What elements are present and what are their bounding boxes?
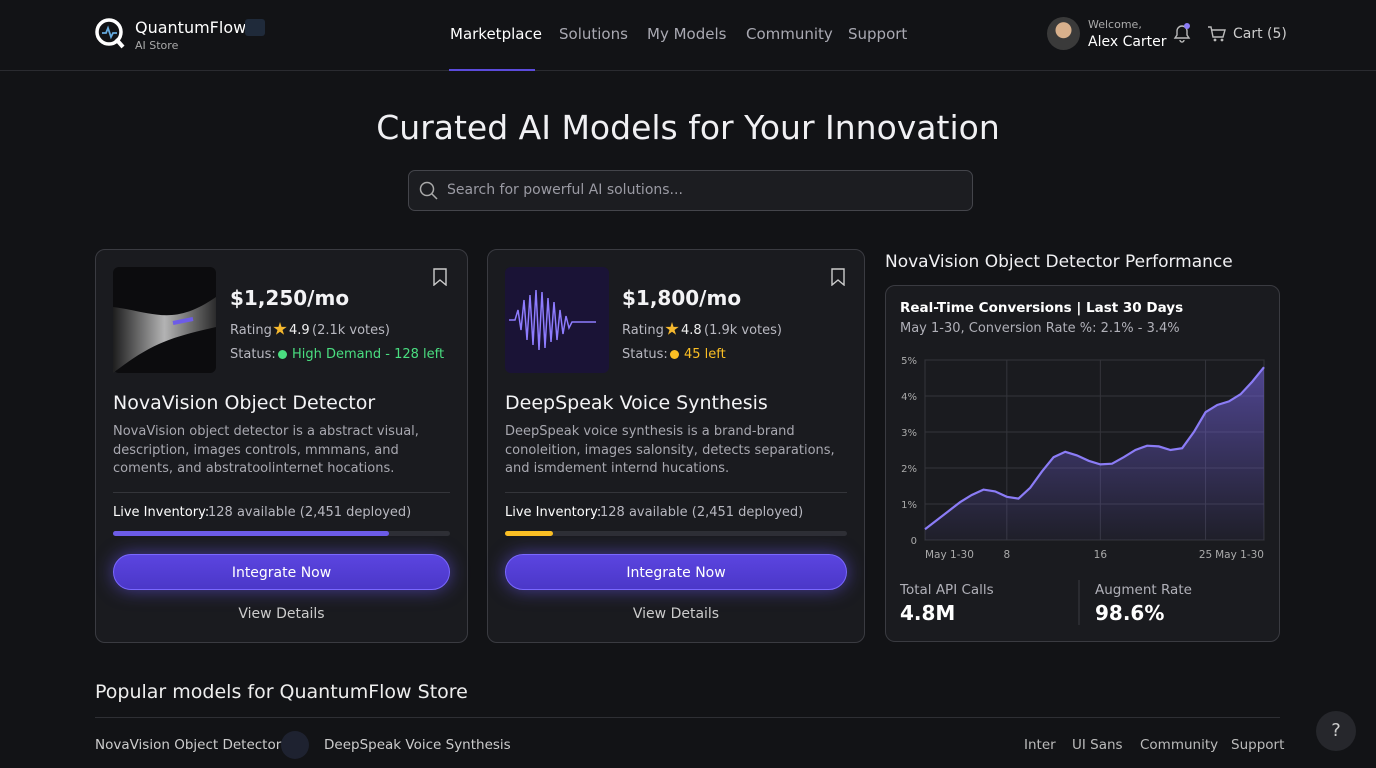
user-name[interactable]: Alex Carter [1088, 34, 1167, 50]
y-tick-label: 5% [901, 356, 917, 367]
rating-label: Rating [622, 323, 664, 338]
rating: 4.8 [681, 323, 702, 338]
cart[interactable]: Cart (5) [1233, 26, 1287, 42]
divider [113, 492, 450, 493]
votes: (1.9k votes) [704, 323, 782, 338]
chart-title: NovaVision Object Detector Performance [885, 252, 1233, 272]
chart-note: May 1-30, Conversion Rate %: 2.1% - 3.4% [900, 321, 1180, 336]
footer-divider [95, 717, 1280, 718]
nav-link[interactable]: Community [746, 25, 833, 43]
view-details[interactable]: View Details [238, 606, 325, 622]
progress-track [505, 531, 847, 536]
rating-label: Rating [230, 323, 272, 338]
chart: Real-Time Conversions | Last 30 Days May… [899, 300, 1265, 625]
footer-item[interactable]: DeepSpeak Voice Synthesis [324, 737, 511, 753]
bookmark-icon[interactable] [830, 268, 846, 286]
cart-icon[interactable] [1207, 25, 1227, 43]
x-tick-label: 25 [1199, 549, 1212, 561]
status: 45 left [684, 347, 726, 362]
progress-fill [113, 531, 390, 536]
search-icon [419, 181, 438, 200]
integrate-button[interactable]: Integrate Now [113, 554, 450, 590]
footer-link[interactable]: UI Sans [1072, 737, 1123, 753]
price: $1,800/mo [622, 286, 742, 310]
description: NovaVision object detector is a abstract… [113, 424, 419, 476]
y-tick-label: 4% [901, 392, 917, 403]
y-tick-label: 3% [901, 428, 917, 439]
y-tick-label: 0 [911, 536, 917, 547]
welcome: Welcome, [1088, 18, 1142, 31]
bell-icon[interactable] [1172, 22, 1192, 44]
logo [95, 18, 125, 49]
stat-label: Augment Rate [1095, 582, 1192, 598]
stat-label: Total API Calls [899, 582, 994, 598]
rating: 4.9 [289, 323, 310, 338]
view-details[interactable]: View Details [632, 606, 720, 622]
status-label: Status: [230, 347, 276, 362]
hero-title: Curated AI Models for Your Innovation [376, 108, 1000, 147]
nav-link[interactable]: My Models [647, 25, 727, 43]
brand-badge [245, 19, 265, 36]
brand: QuantumFlow [135, 18, 247, 37]
footer-link[interactable]: Community [1140, 737, 1219, 753]
footer-link[interactable]: Support [1231, 737, 1285, 753]
nav-indicator [449, 69, 535, 71]
footer-icon [281, 731, 309, 759]
footer-item[interactable]: NovaVision Object Detector [95, 737, 282, 753]
status-label: Status: [622, 347, 668, 362]
area [925, 367, 1264, 540]
chart-subtitle: Real-Time Conversions | Last 30 Days [900, 300, 1183, 316]
divider [505, 492, 847, 493]
bookmark-icon[interactable] [432, 268, 448, 286]
y-tick-label: 1% [901, 500, 917, 511]
x-tick-label: May 1-30 [925, 549, 974, 561]
status-dot [670, 350, 679, 359]
x-tick-label: 8 [1003, 549, 1010, 561]
product-image [505, 267, 609, 373]
product-name: NovaVision Object Detector [113, 392, 376, 414]
status: High Demand - 128 left [292, 347, 445, 362]
price: $1,250/mo [230, 286, 350, 310]
description: DeepSpeak voice synthesis is a brand-bra… [505, 424, 835, 476]
nav-link[interactable]: Marketplace [450, 25, 542, 43]
inventory-label: Live Inventory: [113, 505, 210, 520]
inventory: 128 available (2,451 deployed) [208, 505, 412, 520]
product-image [113, 267, 216, 373]
stat-value: 98.6% [1095, 601, 1164, 625]
x-tick-label: 16 [1094, 549, 1108, 561]
stat-value: 4.8M [900, 601, 955, 625]
x-tick-label: May 1-30 [1215, 549, 1264, 561]
help-button[interactable]: ? [1316, 711, 1356, 751]
footer-title: Popular models for QuantumFlow Store [95, 681, 468, 703]
footer-link[interactable]: Inter [1024, 737, 1056, 753]
nav-link[interactable]: Support [848, 25, 908, 43]
line [924, 366, 1265, 531]
y-tick-label: 2% [901, 464, 917, 475]
progress-fill [505, 531, 553, 536]
votes: (2.1k votes) [312, 323, 390, 338]
status-dot [278, 350, 287, 359]
product-name: DeepSpeak Voice Synthesis [505, 392, 768, 414]
search-box[interactable] [408, 170, 973, 211]
integrate-button[interactable]: Integrate Now [505, 554, 847, 590]
avatar[interactable] [1047, 17, 1080, 50]
search-placeholder: Search for powerful AI solutions... [447, 182, 683, 198]
inventory-label: Live Inventory: [505, 505, 602, 520]
header [0, 0, 1376, 71]
nav-link[interactable]: Solutions [559, 25, 628, 43]
inventory: 128 available (2,451 deployed) [600, 505, 804, 520]
brand-subtitle: AI Store [135, 39, 179, 52]
